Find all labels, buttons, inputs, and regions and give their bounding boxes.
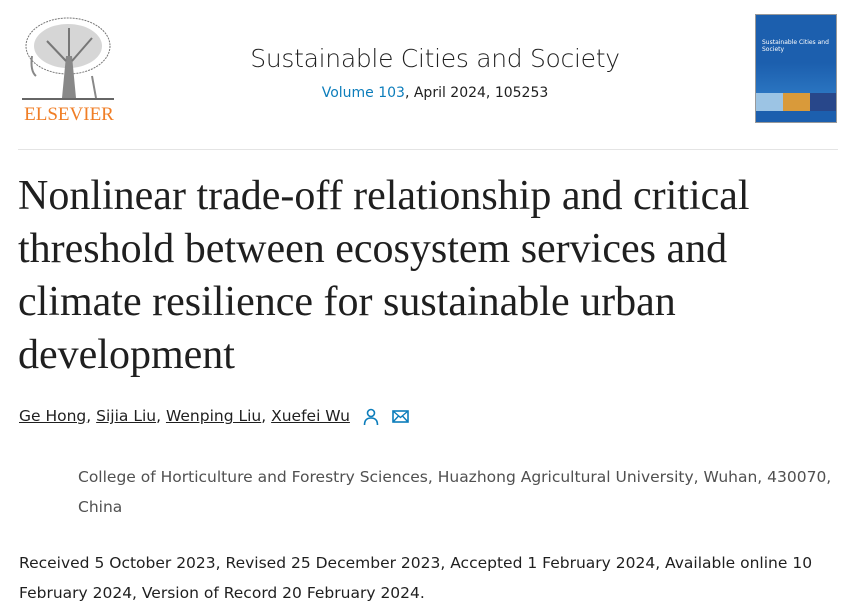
author-link[interactable]: Ge Hong — [19, 407, 87, 425]
affiliation: College of Horticulture and Forestry Sci… — [78, 468, 832, 516]
elsevier-logo[interactable]: ELSEVIER — [18, 14, 120, 126]
tree-logo-icon — [22, 17, 114, 100]
separator: , — [156, 407, 166, 425]
issue-details: , April 2024, 105253 — [404, 85, 549, 101]
issue-info: Volume 103, April 2024, 105253 — [200, 85, 670, 101]
separator: , — [261, 407, 272, 425]
journal-title[interactable]: Sustainable Cities and Society — [250, 44, 620, 73]
author-link[interactable]: Xuefei Wu — [271, 407, 350, 425]
article-history-dates: Received 5 October 2023, Revised 25 Dece… — [19, 554, 813, 602]
elsevier-wordmark: ELSEVIER — [24, 104, 114, 125]
cover-city-graphic — [756, 63, 836, 93]
header-divider — [18, 149, 838, 150]
volume-link[interactable]: Volume 103 — [321, 85, 405, 101]
author-list: Ge Hong, Sijia Liu, Wenping Liu, Xuefei … — [19, 407, 409, 426]
author-link[interactable]: Wenping Liu — [165, 407, 262, 425]
cover-title: Sustainable Cities and Society — [762, 39, 829, 53]
cover-photo — [756, 93, 783, 111]
separator: , — [86, 407, 97, 425]
cover-photo — [783, 93, 810, 111]
person-icon[interactable] — [363, 408, 379, 426]
journal-cover-image[interactable]: Sustainable Cities and Society — [755, 14, 837, 123]
author-link[interactable]: Sijia Liu — [96, 407, 157, 425]
article-title: Nonlinear trade-off relationship and cri… — [18, 173, 750, 378]
cover-photo — [810, 93, 836, 111]
envelope-icon[interactable] — [391, 410, 409, 423]
